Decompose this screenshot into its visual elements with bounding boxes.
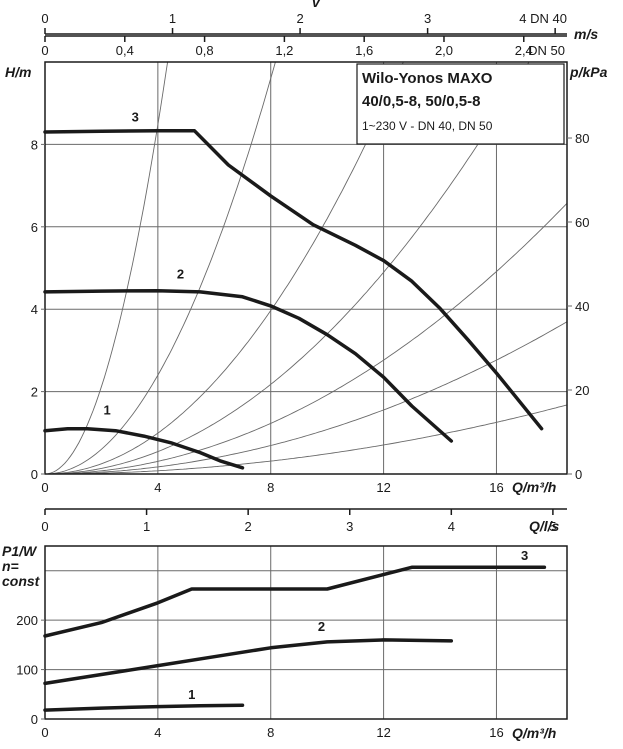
y-tick-label: 6 <box>31 220 38 235</box>
velocity-axes: 0 1 2 3 4 DN 40 0 0,4 0,8 1,2 1,6 2,0 2,4DN 50 <box>41 11 567 58</box>
y-axis-label-head: H/m <box>5 64 31 80</box>
velocity-dn50-tick-label: 1,6 <box>355 43 373 58</box>
velocity-dn50-tick-label: 0,8 <box>196 43 214 58</box>
x-tick-label: 12 <box>376 480 390 495</box>
velocity-dn50-tick-label: DN 50 <box>528 43 565 58</box>
pump-curve-1 <box>43 426 245 470</box>
y-tick-label: 2 <box>31 385 38 400</box>
y2-tick-label: 60 <box>575 215 589 230</box>
system-curve-5 <box>45 202 568 475</box>
system-curve-4 <box>45 61 530 475</box>
velocity-dn40-tick-label: 3 <box>424 11 431 26</box>
lower-chart-frame <box>44 545 568 720</box>
power-curve-3 <box>43 565 547 638</box>
velocity-axis-label-v: v <box>312 0 321 10</box>
velocity-dn40-tick-label: 1 <box>169 11 176 26</box>
lower-y-tick-label: 0 <box>31 712 38 727</box>
y2-tick-label: 0 <box>575 467 582 482</box>
flow-l-per-s-tick-label: 0 <box>41 519 48 534</box>
flow-l-per-s-tick-label: 4 <box>448 519 455 534</box>
flow-l-per-s-tick-label: 5 <box>549 519 556 534</box>
y-tick-label: 8 <box>31 137 38 152</box>
y-tick-label: 0 <box>31 467 38 482</box>
system-curve-6 <box>45 321 568 475</box>
y2-tick-label: 40 <box>575 299 589 314</box>
flow-l-per-s-axis: 0 1 2 3 4 5 <box>41 508 567 534</box>
x-axis-label-flow: Q/m³/h <box>512 479 556 495</box>
lower-y-tick-label: 100 <box>16 663 38 678</box>
velocity-dn50-tick-label: 0 <box>41 43 48 58</box>
power-curve-2 <box>43 638 454 686</box>
lower-y-tick-label: 200 <box>16 613 38 628</box>
y-axis-label-const: const <box>2 573 41 589</box>
velocity-dn40-tick-label: 0 <box>41 11 48 26</box>
lower-x-axis-label-flow: Q/m³/h <box>512 725 556 741</box>
lower-x-tick-label: 8 <box>267 725 274 740</box>
system-curves <box>44 61 568 475</box>
velocity-dn50-tick-label: 1,2 <box>275 43 293 58</box>
power-curve-1 <box>43 703 245 712</box>
power-label-backdrop <box>0 543 44 587</box>
velocity-dn40-tick-label: 2 <box>296 11 303 26</box>
system-curve-1 <box>44 61 169 475</box>
flow-l-per-s-tick-label: 1 <box>143 519 150 534</box>
x-tick-label: 16 <box>489 480 503 495</box>
x-tick-label: 4 <box>154 480 161 495</box>
y-axis-label-power: P1/W <box>2 543 38 559</box>
y-tick-label: 4 <box>31 302 38 317</box>
chart-title-line1: Wilo-Yonos MAXO <box>362 70 493 87</box>
pump-curve-label-2: 2 <box>177 266 184 281</box>
pump-curve-2 <box>43 288 454 443</box>
power-curve-label-3: 3 <box>521 548 528 563</box>
y2-tick-label: 20 <box>575 383 589 398</box>
velocity-dn50-tick-label: 2,4 <box>515 43 533 58</box>
flow-l-per-s-axis-label: Q/l/s <box>529 518 560 534</box>
power-curve-label-2: 2 <box>318 619 325 634</box>
system-curve-7 <box>45 404 568 475</box>
lower-x-tick-label: 16 <box>489 725 503 740</box>
y2-axis-label-pressure: p/kPa <box>569 64 608 80</box>
y-axis-label-n: n= <box>2 558 19 574</box>
flow-l-per-s-tick-label: 2 <box>245 519 252 534</box>
pump-head-curves: 1 2 3 <box>43 110 544 470</box>
x-tick-label: 0 <box>41 480 48 495</box>
pump-curve-3 <box>43 129 544 431</box>
x-tick-label: 8 <box>267 480 274 495</box>
velocity-axis-label-ms: m/s <box>574 26 598 42</box>
y2-tick-label: 80 <box>575 131 589 146</box>
title-box <box>356 63 565 145</box>
lower-x-tick-label: 0 <box>41 725 48 740</box>
velocity-dn50-tick-label: 0,4 <box>116 43 134 58</box>
chart-subtitle: 1~230 V - DN 40, DN 50 <box>362 119 493 133</box>
system-curve-3 <box>45 61 404 475</box>
velocity-dn40-tick-label: 4 DN 40 <box>519 11 567 26</box>
lower-x-tick-label: 4 <box>154 725 161 740</box>
lower-chart-gridlines <box>45 546 567 719</box>
flow-l-per-s-tick-label: 3 <box>346 519 353 534</box>
power-curves: 1 2 3 <box>43 548 547 712</box>
power-curve-label-1: 1 <box>188 687 195 702</box>
pump-curve-label-3: 3 <box>132 110 139 125</box>
lower-x-tick-label: 12 <box>376 725 390 740</box>
upper-chart-frame <box>44 61 568 475</box>
velocity-dn50-tick-label: 2,0 <box>435 43 453 58</box>
chart-title-line2: 40/0,5-8, 50/0,5-8 <box>362 93 480 110</box>
pump-curve-label-1: 1 <box>103 402 110 417</box>
system-curve-2 <box>44 61 276 475</box>
